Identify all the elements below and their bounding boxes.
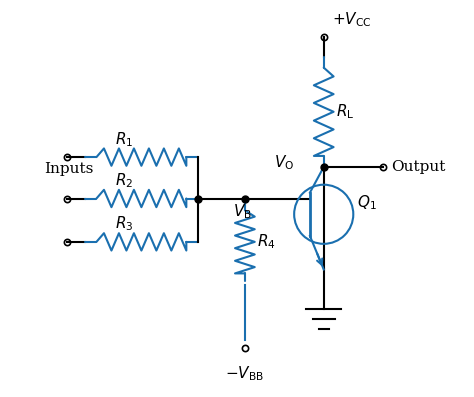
Text: $+V_{\mathrm{CC}}$: $+V_{\mathrm{CC}}$: [332, 10, 371, 29]
Text: $R_{\mathrm{L}}$: $R_{\mathrm{L}}$: [336, 102, 354, 121]
Text: $R_4$: $R_4$: [257, 233, 275, 251]
Text: Output: Output: [391, 160, 445, 174]
Text: $Q_1$: $Q_1$: [357, 193, 377, 212]
Text: $V_{\mathrm{B}}$: $V_{\mathrm{B}}$: [234, 202, 252, 221]
Text: $R_2$: $R_2$: [115, 172, 133, 190]
Text: $-V_{\mathrm{BB}}$: $-V_{\mathrm{BB}}$: [225, 364, 264, 383]
Text: $R_1$: $R_1$: [115, 130, 133, 149]
Text: $V_{\mathrm{O}}$: $V_{\mathrm{O}}$: [274, 154, 294, 172]
Text: Inputs: Inputs: [44, 162, 93, 176]
Text: $R_3$: $R_3$: [115, 215, 133, 233]
